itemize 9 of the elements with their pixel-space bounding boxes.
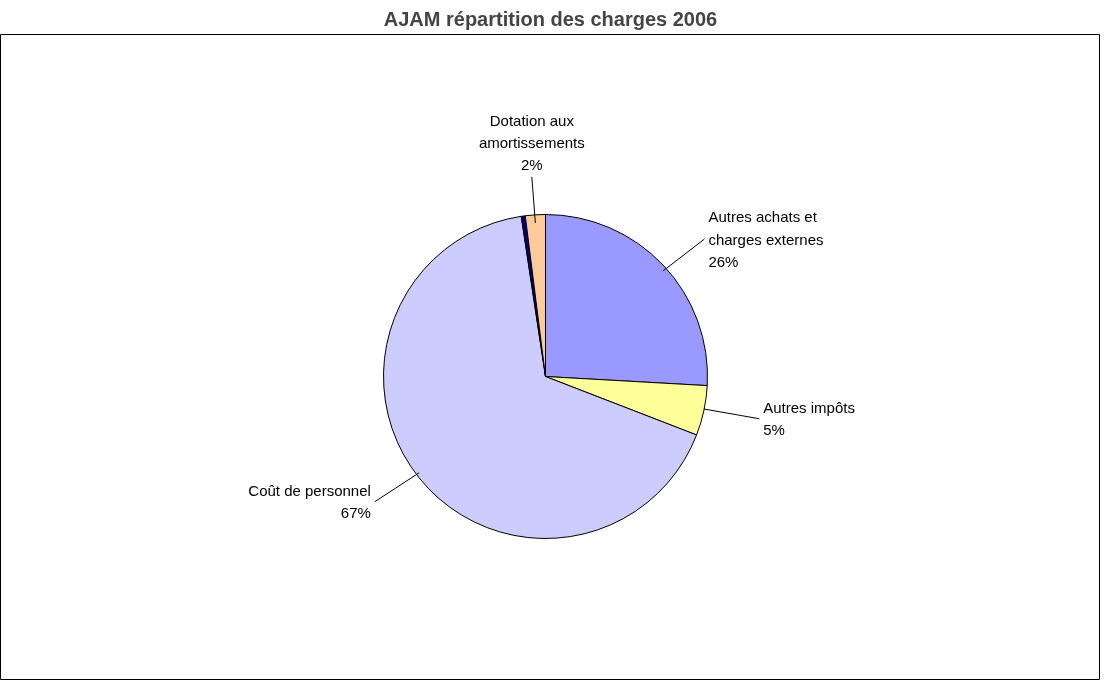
data-label: 5% (763, 421, 785, 439)
data-label: 26% (708, 252, 739, 270)
data-label: 2% (520, 156, 543, 174)
slice-label: Autres achats et charges externes (708, 208, 824, 248)
slice-label: Coût de personnel (248, 482, 371, 500)
chart-title: AJAM répartition des charges 2006 (383, 7, 718, 30)
data-label: 67% (340, 504, 371, 522)
slice-label: Autres impôts (763, 399, 855, 417)
slice-label: Dotation aux amortissements (478, 111, 585, 151)
